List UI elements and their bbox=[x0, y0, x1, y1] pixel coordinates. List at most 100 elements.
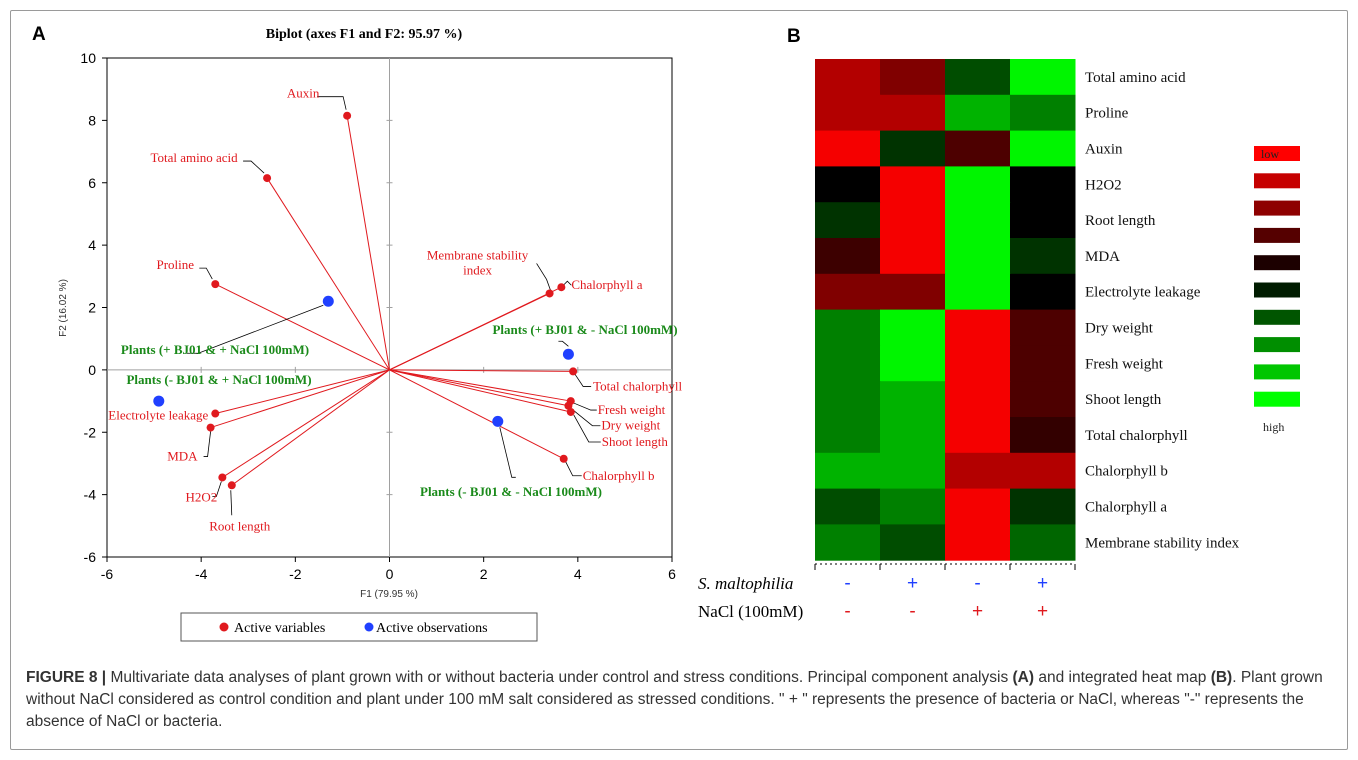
variable-point-proline bbox=[211, 280, 220, 289]
heat-cell-total-amino-acid-c1 bbox=[815, 59, 881, 96]
vector-dry-weight bbox=[389, 369, 569, 407]
leader-total-amino-acid bbox=[243, 160, 265, 174]
panel-a-biplot: A Biplot (axes F1 and F2: 95.97 %) -6 -4-… bbox=[32, 24, 682, 642]
scale-swatch-4 bbox=[1254, 227, 1300, 243]
heat-cell-root-length-c3 bbox=[945, 202, 1011, 239]
heat-cell-mda-c4 bbox=[1010, 238, 1076, 275]
variable-label-total-chalorphyll: Total chalorphyll bbox=[593, 378, 682, 393]
variable-label-chalorphyll-a: Chalorphyll a bbox=[571, 277, 642, 292]
heat-cell-proline-c4 bbox=[1010, 94, 1076, 132]
heat-cell-shoot-length-c4 bbox=[1010, 381, 1076, 418]
heat-cell-membrane-stability-index-c1 bbox=[815, 524, 881, 561]
vector-total-chalorphyll bbox=[389, 369, 574, 372]
nacl-sign: + bbox=[972, 601, 983, 622]
caption-text-1: Multivariate data analyses of plant grow… bbox=[106, 669, 1013, 686]
figure-frame bbox=[10, 10, 1348, 750]
heat-cell-root-length-c2 bbox=[880, 202, 946, 239]
observation-label-plants-bj01-nacl-100mm: Plants (- BJ01 & - NaCl 100mM) bbox=[420, 484, 602, 499]
nacl-sign: - bbox=[844, 601, 850, 622]
caption-text-3: . Plant grown without NaCl considered as… bbox=[26, 669, 1323, 730]
heat-cell-total-amino-acid-c2 bbox=[880, 59, 946, 96]
x-tick-label: 4 bbox=[574, 566, 582, 582]
variable-point-total-amino-acid bbox=[263, 174, 272, 183]
x-tick-label: 2 bbox=[480, 566, 488, 582]
variable-point-chalorphyll-b bbox=[559, 454, 568, 463]
heat-cell-root-length-c4 bbox=[1010, 202, 1076, 239]
heat-cell-total-chalorphyll-c1 bbox=[815, 417, 881, 454]
leader-h2o2 bbox=[212, 481, 222, 497]
scale-swatch-6 bbox=[1254, 282, 1300, 298]
variable-point-root-length bbox=[227, 481, 236, 490]
row-label-fresh-weight: Fresh weight bbox=[1085, 356, 1164, 372]
variable-point-mda bbox=[206, 423, 215, 432]
legend-box bbox=[180, 612, 538, 642]
x-axis-label: F1 (79.95 %) bbox=[360, 589, 418, 600]
variable-label-proline: Proline bbox=[157, 257, 195, 272]
leader-plants-bj01-nacl-100mm bbox=[186, 304, 324, 354]
vector-chalorphyll-a bbox=[389, 286, 562, 371]
variable-label-auxin: Auxin bbox=[287, 86, 320, 101]
vector-chalorphyll-b bbox=[389, 369, 564, 460]
heat-cell-proline-c2 bbox=[880, 94, 946, 132]
vector-mda bbox=[210, 369, 390, 429]
legend-observation-marker bbox=[364, 622, 374, 632]
heat-cell-auxin-c1 bbox=[815, 130, 881, 167]
nacl-row-label: NaCl (100mM) bbox=[698, 602, 803, 621]
scale-swatch-5 bbox=[1254, 255, 1300, 271]
nacl-sign: + bbox=[1037, 601, 1048, 622]
heat-cell-auxin-c3 bbox=[945, 130, 1011, 167]
y-tick-label: -6 bbox=[84, 549, 97, 565]
variable-label-mda: MDA bbox=[167, 449, 198, 464]
heat-cell-chalorphyll-b-c2 bbox=[880, 452, 946, 490]
heat-cell-chalorphyll-a-c3 bbox=[945, 488, 1011, 525]
heat-cell-electrolyte-leakage-c3 bbox=[945, 273, 1011, 311]
variable-point-h2o2 bbox=[218, 473, 227, 482]
bacteria-row-label: S. maltophilia bbox=[698, 574, 793, 593]
heat-cell-total-chalorphyll-c2 bbox=[880, 417, 946, 454]
heat-cell-electrolyte-leakage-c4 bbox=[1010, 273, 1076, 311]
observation-point-plants-bj01-nacl-100mm bbox=[153, 395, 165, 407]
row-label-electrolyte-leakage: Electrolyte leakage bbox=[1085, 285, 1201, 301]
variable-label-total-amino-acid: Total amino acid bbox=[150, 150, 238, 165]
variable-point-total-chalorphyll bbox=[569, 367, 578, 376]
heat-cell-chalorphyll-b-c1 bbox=[815, 452, 881, 490]
leader-dry-weight bbox=[571, 408, 601, 427]
heat-cell-mda-c2 bbox=[880, 238, 946, 275]
heat-cell-fresh-weight-c4 bbox=[1010, 345, 1076, 382]
scale-swatch-10 bbox=[1254, 391, 1300, 407]
heatmap-row-labels: Total amino acid Proline Auxin H2O2 Root len… bbox=[1085, 70, 1240, 551]
variable-point-auxin bbox=[343, 111, 352, 120]
legend-variable-marker bbox=[219, 622, 229, 632]
variable-point-membrane-stability-index bbox=[545, 289, 554, 298]
heat-cell-dry-weight-c1 bbox=[815, 309, 881, 346]
observation-label-plants-bj01-nacl-100mm: Plants (- BJ01 & + NaCl 100mM) bbox=[126, 372, 311, 387]
y-tick-label: 6 bbox=[88, 175, 96, 191]
heat-cell-root-length-c1 bbox=[815, 202, 881, 239]
heat-cell-h2o2-c2 bbox=[880, 166, 946, 203]
leader-auxin bbox=[317, 96, 347, 110]
heat-cell-total-amino-acid-c3 bbox=[945, 59, 1011, 96]
legend-observation-label: Active observations bbox=[376, 621, 488, 636]
points-group bbox=[153, 111, 578, 490]
vector-electrolyte-leakage bbox=[215, 369, 390, 415]
x-tick-label: 0 bbox=[386, 566, 394, 582]
heat-cell-chalorphyll-a-c1 bbox=[815, 488, 881, 525]
heat-cell-total-amino-acid-c4 bbox=[1010, 59, 1076, 96]
heat-cell-chalorphyll-b-c3 bbox=[945, 452, 1011, 490]
heat-cell-auxin-c4 bbox=[1010, 130, 1076, 167]
heat-cell-h2o2-c3 bbox=[945, 166, 1011, 203]
heat-cell-proline-c3 bbox=[945, 94, 1011, 132]
vector-total-amino-acid bbox=[266, 177, 390, 371]
bacteria-sign: - bbox=[844, 573, 850, 594]
variable-label-chalorphyll-b: Chalorphyll b bbox=[583, 468, 655, 483]
leader-proline bbox=[199, 267, 213, 280]
vector-root-length bbox=[231, 369, 390, 486]
vector-fresh-weight bbox=[389, 369, 571, 402]
y-tick-label: 2 bbox=[88, 300, 96, 316]
observation-point-plants-bj01-nacl-100mm bbox=[322, 295, 334, 307]
y-axis-label: F2 (16.02 %) bbox=[58, 279, 69, 337]
row-label-chalorphyll-b: Chalorphyll b bbox=[1085, 464, 1168, 480]
heat-cell-dry-weight-c4 bbox=[1010, 309, 1076, 346]
variable-label-dry-weight: Dry weight bbox=[601, 418, 660, 433]
nacl-sign: - bbox=[909, 601, 915, 622]
